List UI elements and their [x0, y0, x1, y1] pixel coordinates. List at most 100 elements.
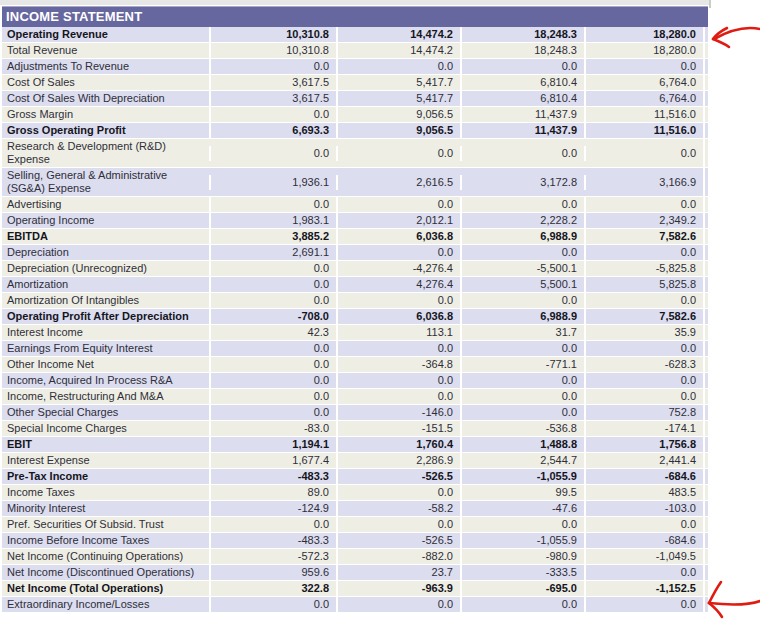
- table-row[interactable]: Other Special Charges0.0-146.00.0752.8: [2, 405, 708, 421]
- table-row[interactable]: Cost Of Sales With Depreciation3,617.55,…: [2, 91, 708, 107]
- table-row[interactable]: Research & Development (R&D) Expense0.00…: [2, 139, 708, 168]
- row-label: Extraordinary Income/Losses: [2, 597, 209, 612]
- row-value-col3: -980.9: [460, 549, 584, 564]
- row-value-col3: -1,055.9: [460, 533, 584, 548]
- row-value-col2: -4,276.4: [336, 261, 460, 276]
- row-value-col1: 322.8: [209, 581, 336, 596]
- row-value-col4: -628.3: [584, 357, 703, 372]
- table-row[interactable]: Gross Margin0.09,056.511,437.911,516.0: [2, 107, 708, 123]
- table-row[interactable]: Cost Of Sales3,617.55,417.76,810.46,764.…: [2, 75, 708, 91]
- table-row[interactable]: Operating Income1,983.12,012.12,228.22,3…: [2, 213, 708, 229]
- row-value-col4: -5,825.8: [584, 261, 703, 276]
- row-end-spacer: [703, 59, 708, 74]
- row-value-col3: 0.0: [460, 245, 584, 260]
- table-row[interactable]: Income, Acquired In Process R&A0.00.00.0…: [2, 373, 708, 389]
- table-row[interactable]: Earnings From Equity Interest0.00.00.00.…: [2, 341, 708, 357]
- row-label: Depreciation: [2, 245, 209, 260]
- row-end-spacer: [703, 501, 708, 516]
- table-row[interactable]: Extraordinary Income/Losses0.00.00.00.0: [2, 597, 708, 613]
- row-label: Operating Profit After Depreciation: [2, 309, 209, 324]
- row-value-col3: 99.5: [460, 485, 584, 500]
- row-value-col2: 0.0: [336, 341, 460, 356]
- table-row[interactable]: Pref. Securities Of Subsid. Trust0.00.00…: [2, 517, 708, 533]
- row-value-col2: 0.0: [336, 517, 460, 532]
- income-table-body: Operating Revenue10,310.814,474.218,248.…: [2, 27, 708, 613]
- row-label: Pre-Tax Income: [2, 469, 209, 484]
- row-end-spacer: [703, 245, 708, 260]
- row-value-col3: -47.6: [460, 501, 584, 516]
- table-row[interactable]: Special Income Charges-83.0-151.5-536.8-…: [2, 421, 708, 437]
- table-row[interactable]: Advertising0.00.00.00.0: [2, 197, 708, 213]
- table-row[interactable]: Minority Interest-124.9-58.2-47.6-103.0: [2, 501, 708, 517]
- annotation-arrow-bottom-icon: [698, 576, 760, 622]
- table-row[interactable]: Net Income (Total Operations)322.8-963.9…: [2, 581, 708, 597]
- table-row[interactable]: Operating Revenue10,310.814,474.218,248.…: [2, 27, 708, 43]
- row-value-col1: 0.0: [209, 59, 336, 74]
- table-row[interactable]: Net Income (Continuing Operations)-572.3…: [2, 549, 708, 565]
- row-value-col2: -146.0: [336, 405, 460, 420]
- row-value-col1: 3,617.5: [209, 91, 336, 106]
- row-value-col3: 5,500.1: [460, 277, 584, 292]
- row-end-spacer: [703, 213, 708, 228]
- table-row[interactable]: Amortization0.04,276.45,500.15,825.8: [2, 277, 708, 293]
- table-row[interactable]: Interest Income42.3113.131.735.9: [2, 325, 708, 341]
- income-statement-panel: INCOME STATEMENT Operating Revenue10,310…: [2, 6, 708, 613]
- row-end-spacer: [703, 389, 708, 404]
- row-end-spacer: [703, 229, 708, 244]
- table-row[interactable]: Depreciation2,691.10.00.00.0: [2, 245, 708, 261]
- table-row[interactable]: Total Revenue10,310.814,474.218,248.318,…: [2, 43, 708, 59]
- row-end-spacer: [703, 261, 708, 276]
- row-value-col4: -684.6: [584, 469, 703, 484]
- row-value-col1: 1,936.1: [209, 175, 336, 190]
- row-value-col1: 0.0: [209, 389, 336, 404]
- table-row[interactable]: Income Before Income Taxes-483.3-526.5-1…: [2, 533, 708, 549]
- row-value-col3: 18,248.3: [460, 27, 584, 42]
- row-label: Cost Of Sales: [2, 75, 209, 90]
- row-end-spacer: [703, 123, 708, 138]
- table-row[interactable]: Other Income Net0.0-364.8-771.1-628.3: [2, 357, 708, 373]
- row-label: Minority Interest: [2, 501, 209, 516]
- row-value-col2: 0.0: [336, 389, 460, 404]
- table-row[interactable]: Interest Expense1,677.42,286.92,544.72,4…: [2, 453, 708, 469]
- table-row[interactable]: Pre-Tax Income-483.3-526.5-1,055.9-684.6: [2, 469, 708, 485]
- table-row[interactable]: Gross Operating Profit6,693.39,056.511,4…: [2, 123, 708, 139]
- table-row[interactable]: Net Income (Discontinued Operations)959.…: [2, 565, 708, 581]
- row-label: Adjustments To Revenue: [2, 59, 209, 74]
- row-value-col3: 2,544.7: [460, 453, 584, 468]
- row-label: Income, Acquired In Process R&A: [2, 373, 209, 388]
- row-label: Other Income Net: [2, 357, 209, 372]
- row-value-col2: -882.0: [336, 549, 460, 564]
- table-row[interactable]: EBIT1,194.11,760.41,488.81,756.8: [2, 437, 708, 453]
- table-row[interactable]: Amortization Of Intangibles0.00.00.00.0: [2, 293, 708, 309]
- row-label: Special Income Charges: [2, 421, 209, 436]
- row-value-col4: 35.9: [584, 325, 703, 340]
- row-value-col2: 0.0: [336, 146, 460, 161]
- row-label: Net Income (Continuing Operations): [2, 549, 209, 564]
- row-value-col2: 0.0: [336, 293, 460, 308]
- row-value-col1: -124.9: [209, 501, 336, 516]
- row-value-col3: 0.0: [460, 517, 584, 532]
- row-value-col2: 0.0: [336, 373, 460, 388]
- row-value-col4: -684.6: [584, 533, 703, 548]
- row-value-col3: 11,437.9: [460, 107, 584, 122]
- row-value-col2: 4,276.4: [336, 277, 460, 292]
- row-end-spacer: [703, 277, 708, 292]
- row-value-col3: -5,500.1: [460, 261, 584, 276]
- row-value-col1: 10,310.8: [209, 43, 336, 58]
- row-value-col4: 3,166.9: [584, 175, 703, 190]
- row-value-col4: 0.0: [584, 517, 703, 532]
- table-row[interactable]: EBITDA3,885.26,036.86,988.97,582.6: [2, 229, 708, 245]
- row-value-col3: 18,248.3: [460, 43, 584, 58]
- table-row[interactable]: Depreciation (Unrecognized)0.0-4,276.4-5…: [2, 261, 708, 277]
- table-row[interactable]: Income Taxes89.00.099.5483.5: [2, 485, 708, 501]
- table-row[interactable]: Income, Restructuring And M&A0.00.00.00.…: [2, 389, 708, 405]
- row-label: Income Before Income Taxes: [2, 533, 209, 548]
- table-row[interactable]: Selling, General & Administrative (SG&A)…: [2, 168, 708, 197]
- row-value-col3: 31.7: [460, 325, 584, 340]
- row-value-col4: -103.0: [584, 501, 703, 516]
- table-row[interactable]: Operating Profit After Depreciation-708.…: [2, 309, 708, 325]
- row-label: Earnings From Equity Interest: [2, 341, 209, 356]
- table-row[interactable]: Adjustments To Revenue0.00.00.00.0: [2, 59, 708, 75]
- row-value-col4: 0.0: [584, 389, 703, 404]
- row-value-col2: 0.0: [336, 245, 460, 260]
